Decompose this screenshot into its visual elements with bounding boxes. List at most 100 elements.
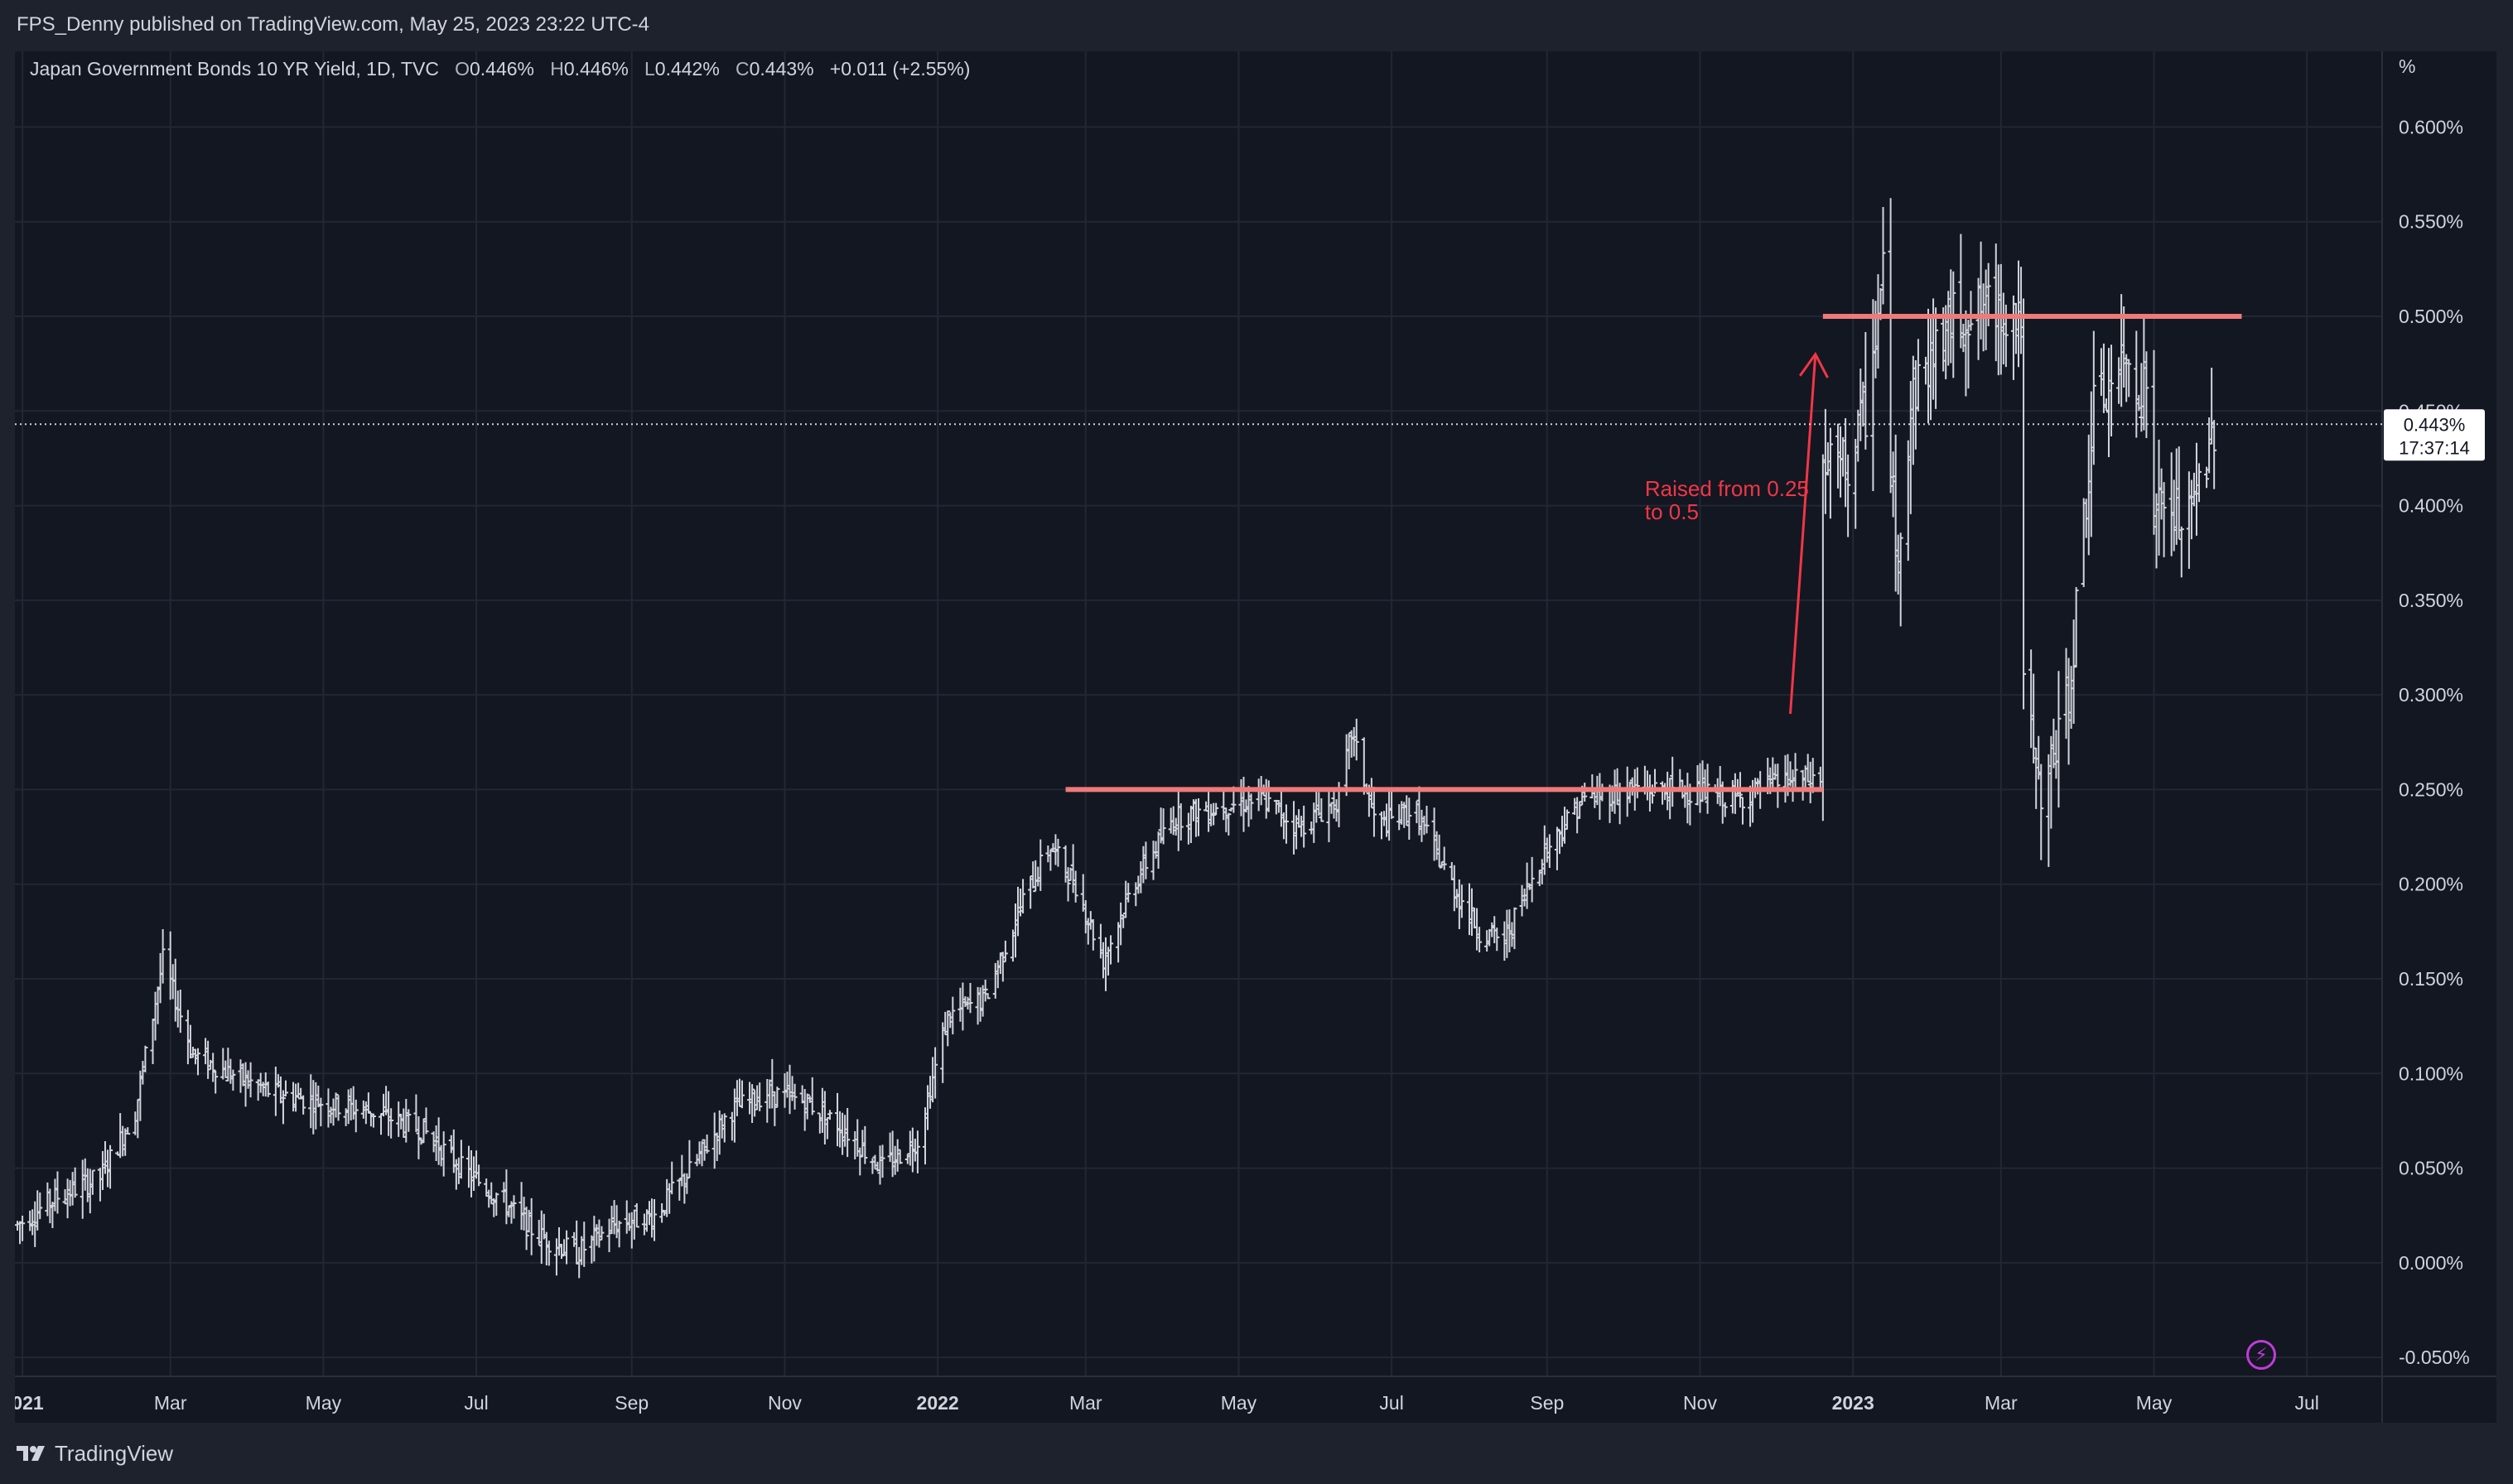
ohlc-bar — [1090, 919, 1096, 951]
annotation-text-line1: Raised from 0.25 — [1645, 476, 1809, 501]
ohlc-bar — [333, 1092, 339, 1118]
x-tick-label: May — [306, 1392, 342, 1414]
ohlc-bar — [1002, 940, 1008, 962]
y-tick-label: 0.350% — [2399, 590, 2463, 611]
ohlc-bar — [265, 1082, 271, 1097]
ohlc-bar — [125, 1127, 131, 1135]
ohlc-bar — [1055, 838, 1061, 867]
ohlc-bar — [1827, 427, 1833, 519]
lightning-icon[interactable]: ⚡ — [2246, 1340, 2276, 1370]
ohlc-bar — [1065, 867, 1071, 902]
ohlc-bar — [1512, 907, 1517, 950]
ohlc-bar — [914, 1130, 920, 1173]
ohlc-bar — [2204, 466, 2210, 489]
ohlc-bar — [1226, 812, 1232, 836]
ohlc-bar — [967, 983, 973, 1014]
x-tick-label: Jul — [464, 1392, 488, 1414]
ohlc-bar — [2073, 586, 2079, 668]
ohlc-bar — [1582, 783, 1588, 802]
ohlc-bar — [1546, 834, 1552, 868]
tradingview-brand: TradingView — [55, 1440, 174, 1466]
ohlc-bar — [616, 1221, 622, 1248]
ohlc-bar — [1283, 804, 1289, 844]
x-tick-label: Mar — [1069, 1392, 1102, 1414]
ohlc-bar — [1406, 797, 1412, 840]
ohlc-bar — [441, 1131, 446, 1177]
ohlc-bar — [1108, 935, 1114, 965]
ohlc-bar — [2091, 330, 2096, 465]
price-chart[interactable]: 0.600%0.550%0.500%0.450%0.400%0.350%0.30… — [15, 51, 2496, 1423]
x-tick-label: May — [1221, 1392, 1257, 1414]
ohlc-bar — [1634, 767, 1640, 798]
ohlc-bar — [195, 1048, 201, 1076]
ohlc-bar — [827, 1110, 832, 1120]
ohlc-bar — [804, 1093, 810, 1120]
footer-bar: TradingView — [0, 1423, 2513, 1484]
ohlc-bar — [37, 1192, 43, 1220]
y-tick-label: 0.000% — [2399, 1252, 2463, 1274]
ohlc-bar — [750, 1084, 755, 1124]
plot-background — [15, 51, 2496, 1423]
ohlc-bar — [1898, 532, 1903, 627]
ohlc-bar — [1933, 307, 1939, 409]
ohlc-bar — [353, 1099, 359, 1133]
x-tick-label: Jul — [1379, 1392, 1403, 1414]
ohlc-bar — [1143, 841, 1149, 879]
ohlc-bars — [15, 198, 2217, 1279]
y-unit-label: % — [2399, 55, 2415, 77]
ohlc-bar — [1196, 798, 1201, 836]
tradingview-logo[interactable]: TradingView — [17, 1441, 173, 1467]
ohlc-bar — [160, 929, 166, 984]
ohlc-bar — [2038, 764, 2044, 860]
y-tick-label: 0.050% — [2399, 1158, 2463, 1179]
ohlc-bar — [458, 1140, 464, 1179]
arrow-head — [1798, 351, 1829, 378]
ohlc-bar — [985, 993, 991, 1000]
ohlc-bar — [1775, 764, 1781, 808]
ohlc-bar — [301, 1095, 306, 1115]
ohlc-bar — [880, 1144, 885, 1178]
ohlc-bar — [1915, 339, 1921, 412]
high-key: H — [550, 58, 564, 80]
ohlc-bar — [523, 1207, 529, 1250]
ohlc-bar — [142, 1045, 148, 1072]
x-tick-label: Mar — [154, 1392, 187, 1414]
ohlc-bar — [476, 1164, 482, 1187]
ohlc-bar — [1565, 809, 1570, 830]
symbol-title: Japan Government Bonds 10 YR Yield, 1D, … — [30, 58, 439, 80]
low-value: 0.442% — [654, 58, 720, 80]
last-price-value: 0.443% — [2404, 414, 2466, 435]
ohlc-bar — [774, 1086, 780, 1108]
ohlc-bar — [335, 1095, 341, 1121]
last-price-badge — [2384, 409, 2485, 461]
ohlc-bar — [2161, 482, 2167, 557]
symbol-legend: Japan Government Bonds 10 YR Yield, 1D, … — [30, 58, 970, 80]
ohlc-bar — [897, 1149, 903, 1164]
ohlc-bar — [2144, 351, 2149, 439]
x-tick-label: 2022 — [917, 1392, 959, 1414]
ohlc-bar — [1529, 856, 1535, 903]
arrow-line[interactable] — [1789, 354, 1817, 715]
ohlc-bar — [1301, 805, 1307, 848]
y-tick-label: 0.400% — [2399, 495, 2463, 517]
ohlc-bar — [1178, 802, 1184, 841]
ohlc-bar — [528, 1197, 534, 1255]
ohlc-bar — [1739, 797, 1745, 825]
ohlc-bar — [2056, 671, 2062, 808]
ohlc-bar — [950, 996, 956, 1035]
ohlc-bar — [55, 1171, 60, 1214]
chart-pane[interactable]: 0.600%0.550%0.500%0.450%0.400%0.350%0.30… — [15, 51, 2496, 1423]
ohlc-bar — [581, 1221, 587, 1267]
x-tick-label: Nov — [768, 1392, 802, 1414]
ohlc-bar — [652, 1198, 658, 1241]
ohlc-bar — [1459, 884, 1464, 918]
ohlc-bar — [1441, 846, 1447, 870]
y-tick-label: 0.200% — [2399, 874, 2463, 895]
ohlc-bar — [634, 1202, 639, 1228]
ohlc-bar — [423, 1107, 429, 1135]
ohlc-bar — [1160, 808, 1166, 845]
ohlc-bar — [1792, 753, 1798, 788]
ohlc-bar — [1424, 805, 1430, 834]
ohlc-bar — [248, 1062, 253, 1098]
ohlc-bar — [1494, 928, 1500, 952]
